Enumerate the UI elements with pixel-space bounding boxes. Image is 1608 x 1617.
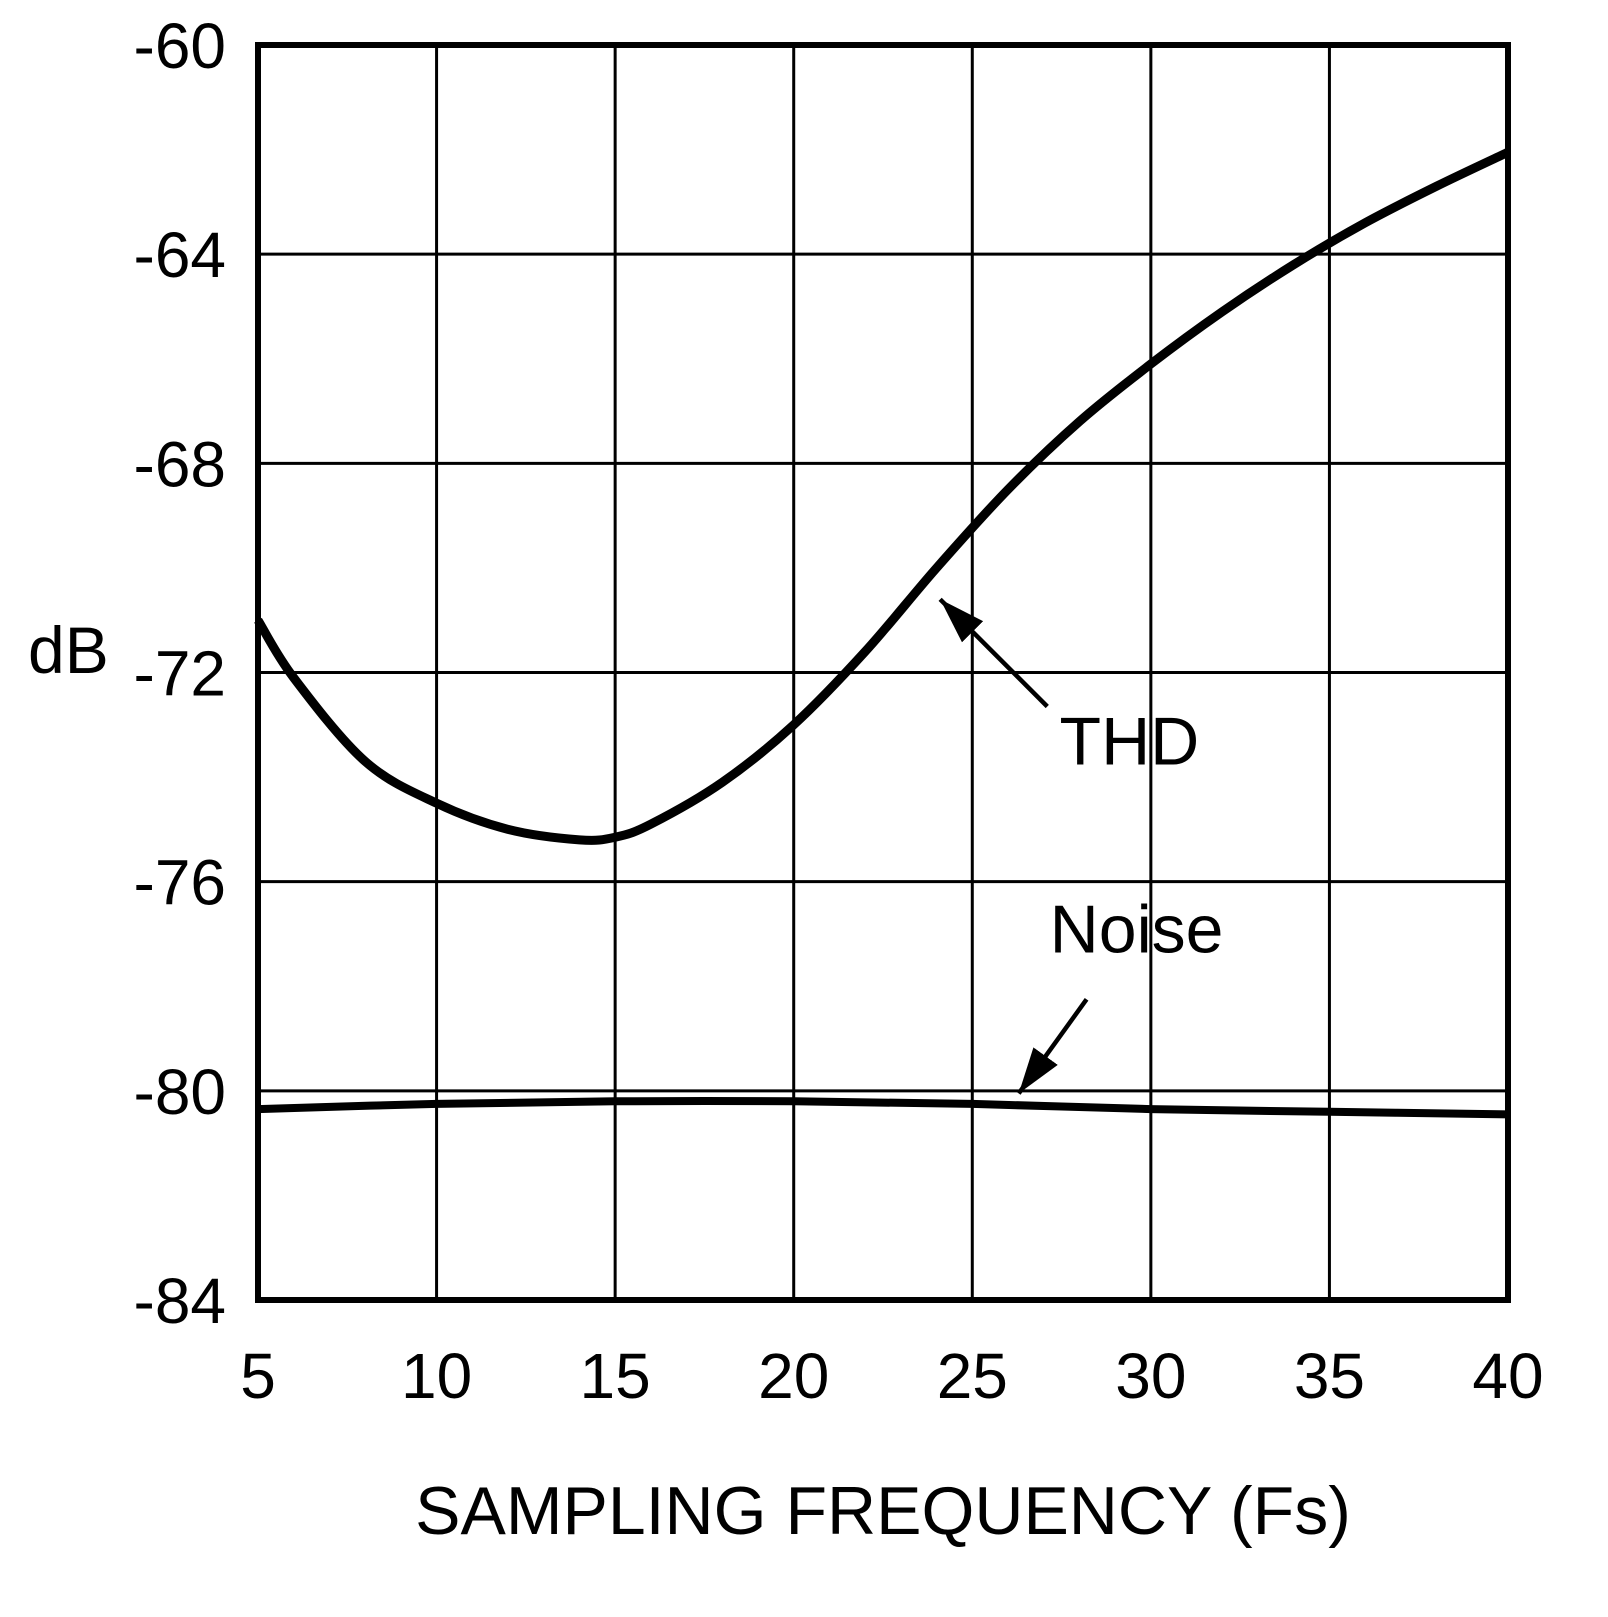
x-tick-label: 10 xyxy=(401,1340,472,1412)
y-tick-label: -60 xyxy=(134,10,227,82)
y-tick-labels: -60 -64 -68 -72 -76 -80 -84 xyxy=(134,10,227,1337)
y-tick-label: -84 xyxy=(134,1265,227,1337)
annotation-label-thd: THD xyxy=(1060,703,1200,779)
annotation-arrow-noise xyxy=(1016,998,1089,1095)
annotation-thd: THD xyxy=(938,597,1200,779)
x-tick-label: 40 xyxy=(1472,1340,1543,1412)
y-axis-title: dB xyxy=(28,613,109,687)
y-tick-label: -72 xyxy=(134,638,227,710)
y-tick-label: -76 xyxy=(134,847,227,919)
x-tick-label: 30 xyxy=(1115,1340,1186,1412)
x-tick-label: 25 xyxy=(937,1340,1008,1412)
grid-lines xyxy=(256,43,1510,1302)
x-tick-label: 5 xyxy=(240,1340,276,1412)
annotation-noise: Noise xyxy=(1016,892,1224,1095)
x-tick-label: 20 xyxy=(758,1340,829,1412)
annotation-arrow-thd xyxy=(938,597,1049,709)
annotation-label-noise: Noise xyxy=(1050,892,1224,968)
x-tick-labels: 5 10 15 20 25 30 35 40 xyxy=(240,1340,1543,1412)
series-line-noise xyxy=(257,1096,1509,1119)
plot-border xyxy=(255,42,1511,1303)
series-line-thd xyxy=(254,148,1510,845)
y-tick-label: -64 xyxy=(134,219,227,291)
y-tick-label: -68 xyxy=(134,428,227,500)
x-tick-label: 35 xyxy=(1294,1340,1365,1412)
x-axis-title: SAMPLING FREQUENCY (Fs) xyxy=(415,1473,1351,1549)
x-tick-label: 15 xyxy=(580,1340,651,1412)
y-tick-label: -80 xyxy=(134,1056,227,1128)
